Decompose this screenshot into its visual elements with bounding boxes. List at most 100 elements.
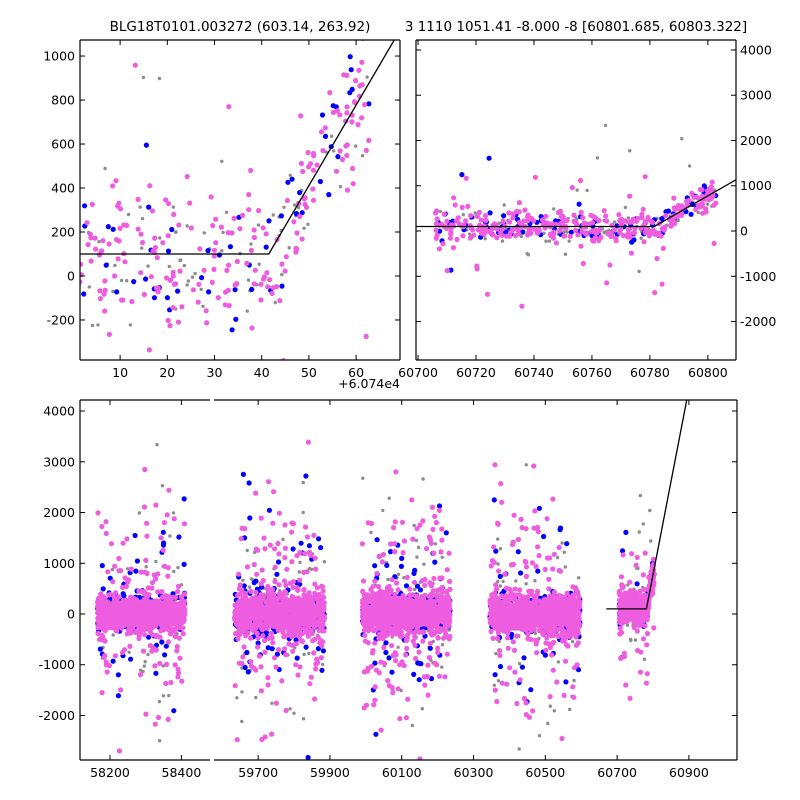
data-point	[417, 587, 424, 593]
data-point	[365, 75, 369, 79]
data-point	[623, 529, 629, 536]
data-point	[413, 587, 417, 592]
data-point	[265, 645, 271, 651]
data-point	[316, 536, 322, 542]
data-point	[238, 536, 244, 542]
data-point	[104, 669, 110, 675]
data-point	[577, 576, 581, 580]
data-point	[282, 555, 288, 561]
data-point	[603, 123, 608, 128]
y-tick-label: 3000	[740, 88, 772, 103]
data-point	[262, 638, 268, 644]
data-point	[152, 614, 158, 621]
data-point	[176, 534, 182, 540]
data-point	[190, 287, 196, 293]
data-point	[177, 268, 183, 274]
data-point	[102, 278, 108, 284]
data-point	[256, 208, 262, 214]
data-point	[163, 643, 169, 649]
data-point	[555, 555, 560, 560]
data-point	[111, 289, 115, 294]
data-point	[622, 218, 628, 224]
top-left-title: BLG18T0101.003272 (603.14, 263.92)	[110, 19, 371, 35]
y-tick-label: 800	[51, 93, 75, 108]
data-point	[141, 669, 145, 674]
data-point	[580, 260, 586, 267]
data-point	[693, 206, 699, 213]
data-point	[146, 625, 152, 631]
data-point	[261, 535, 267, 541]
data-point	[203, 308, 209, 314]
data-point	[234, 737, 240, 743]
data-point	[302, 195, 308, 201]
data-point	[170, 594, 176, 600]
data-point	[99, 690, 105, 696]
data-point	[215, 295, 221, 301]
data-point	[163, 626, 169, 632]
data-point	[444, 268, 450, 274]
data-point	[432, 559, 438, 565]
data-point	[634, 581, 640, 587]
data-point	[567, 239, 571, 243]
data-point	[159, 589, 165, 595]
data-point	[143, 276, 149, 282]
data-point	[165, 248, 172, 254]
data-point	[128, 627, 134, 633]
data-point	[251, 227, 257, 233]
data-point	[152, 245, 159, 251]
data-point	[322, 133, 329, 139]
data-point	[290, 584, 296, 591]
data-point	[421, 477, 425, 481]
data-point	[474, 263, 480, 269]
bottom-right-axes: 59700 59900 60100 60300 60500 60700 60900	[214, 399, 738, 780]
data-point	[640, 206, 646, 212]
data-point	[438, 209, 442, 214]
data-point	[195, 299, 201, 305]
data-point	[104, 599, 111, 605]
data-point	[166, 201, 172, 207]
data-point	[211, 253, 217, 259]
data-point	[169, 226, 175, 233]
data-point	[266, 218, 272, 224]
data-point	[82, 203, 88, 209]
data-point	[517, 747, 521, 751]
data-point	[253, 589, 259, 596]
data-point	[119, 612, 125, 618]
data-point	[201, 304, 205, 308]
data-point	[573, 227, 579, 233]
data-point	[134, 618, 140, 625]
data-point	[172, 633, 178, 640]
data-point	[454, 236, 460, 243]
data-point	[180, 631, 186, 637]
data-point	[687, 164, 692, 168]
data-point	[138, 231, 144, 237]
data-point	[177, 655, 183, 661]
y-tick-label: 1000	[43, 556, 75, 571]
data-point	[109, 625, 115, 631]
data-point	[628, 250, 635, 256]
data-point	[500, 219, 506, 225]
data-point	[486, 155, 492, 161]
data-point	[297, 570, 301, 574]
data-point	[701, 183, 707, 189]
data-point	[90, 323, 95, 328]
data-point	[361, 476, 365, 480]
data-point	[100, 594, 106, 600]
data-point	[293, 637, 299, 643]
pink-series	[95, 466, 188, 754]
data-point	[97, 288, 103, 294]
data-point	[410, 723, 415, 728]
data-point	[255, 644, 261, 650]
data-point	[211, 266, 217, 272]
x-tick-label: 60760	[572, 365, 612, 380]
data-point	[99, 601, 105, 607]
data-point	[251, 580, 257, 586]
data-point	[585, 188, 589, 193]
data-point	[106, 241, 112, 247]
data-point	[143, 557, 149, 564]
data-point	[247, 585, 252, 589]
data-point	[267, 542, 273, 548]
data-point	[275, 559, 282, 565]
data-point	[522, 207, 528, 213]
data-point	[93, 246, 99, 252]
